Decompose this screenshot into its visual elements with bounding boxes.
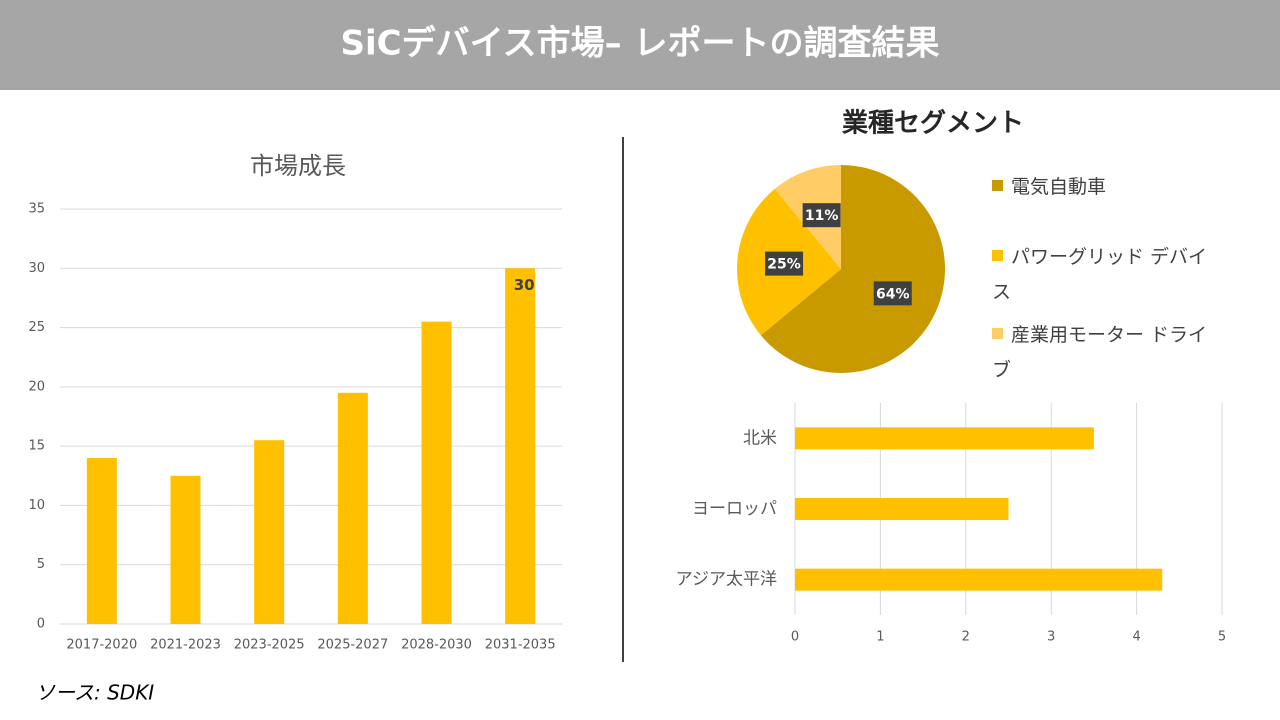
label-box (802, 203, 841, 228)
y-tick-label: 5 (37, 557, 45, 572)
header-bar (0, 0, 1280, 90)
bar (421, 321, 452, 624)
x-tick-label: 0 (791, 630, 799, 645)
x-tick-label: 2023-2025 (234, 638, 305, 653)
y-tick-label: 35 (28, 202, 45, 217)
y-tick-label: 15 (28, 439, 45, 454)
chart-title: 業種セグメント (842, 109, 1024, 139)
legend-swatch (992, 250, 1003, 261)
y-tick-label: 25 (28, 320, 45, 335)
x-tick-label: 2017-2020 (66, 638, 137, 653)
legend-item: パワーグリッド デバイス (992, 240, 1212, 310)
y-tick-label: アジア太平洋 (676, 570, 777, 590)
x-tick-label: 2025-2027 (317, 638, 388, 653)
x-tick-label: 2 (962, 630, 970, 645)
chart-title: 市場成長 (250, 152, 346, 180)
y-tick-label: 20 (28, 379, 45, 394)
x-tick-label: 5 (1218, 630, 1226, 645)
x-tick-label: 4 (1132, 630, 1140, 645)
label-box (873, 281, 912, 306)
y-tick-label: 10 (28, 498, 45, 513)
bar (795, 568, 1163, 591)
data-label: 30 (514, 276, 535, 294)
legend-item: 産業用モーター ドライブ (992, 318, 1212, 388)
pie-slice (760, 165, 946, 373)
data-label: 25% (767, 257, 801, 273)
page-title: SiCデバイス市場– レポートの調査結果 (341, 24, 940, 64)
bar (795, 498, 1009, 520)
data-label: 11% (805, 208, 839, 224)
x-tick-label: 2031-2035 (485, 638, 556, 653)
legend-swatch (992, 180, 1003, 191)
y-tick-label: 30 (28, 261, 45, 276)
bar (505, 268, 536, 624)
bar (795, 427, 1094, 450)
bar (337, 392, 368, 624)
label-box (765, 251, 804, 276)
data-label: 64% (876, 286, 910, 302)
x-tick-label: 2021-2023 (150, 638, 221, 653)
source: ソース: SDKI (35, 681, 154, 705)
y-tick-label: 0 (37, 617, 45, 632)
y-tick-label: 北米 (743, 428, 777, 448)
bar (86, 458, 117, 624)
legend-label: 電気自動車 (1011, 176, 1107, 198)
legend-item: 電気自動車 (992, 170, 1212, 205)
bar (170, 475, 201, 624)
x-tick-label: 3 (1047, 630, 1055, 645)
y-tick-label: ヨーロッパ (692, 499, 777, 519)
legend-label: 産業用モーター ドライブ (992, 324, 1208, 381)
x-tick-label: 1 (876, 630, 884, 645)
legend-label: パワーグリッド デバイス (992, 246, 1208, 303)
legend-swatch (992, 328, 1003, 339)
bar (254, 440, 285, 624)
x-tick-label: 2028-2030 (401, 638, 472, 653)
